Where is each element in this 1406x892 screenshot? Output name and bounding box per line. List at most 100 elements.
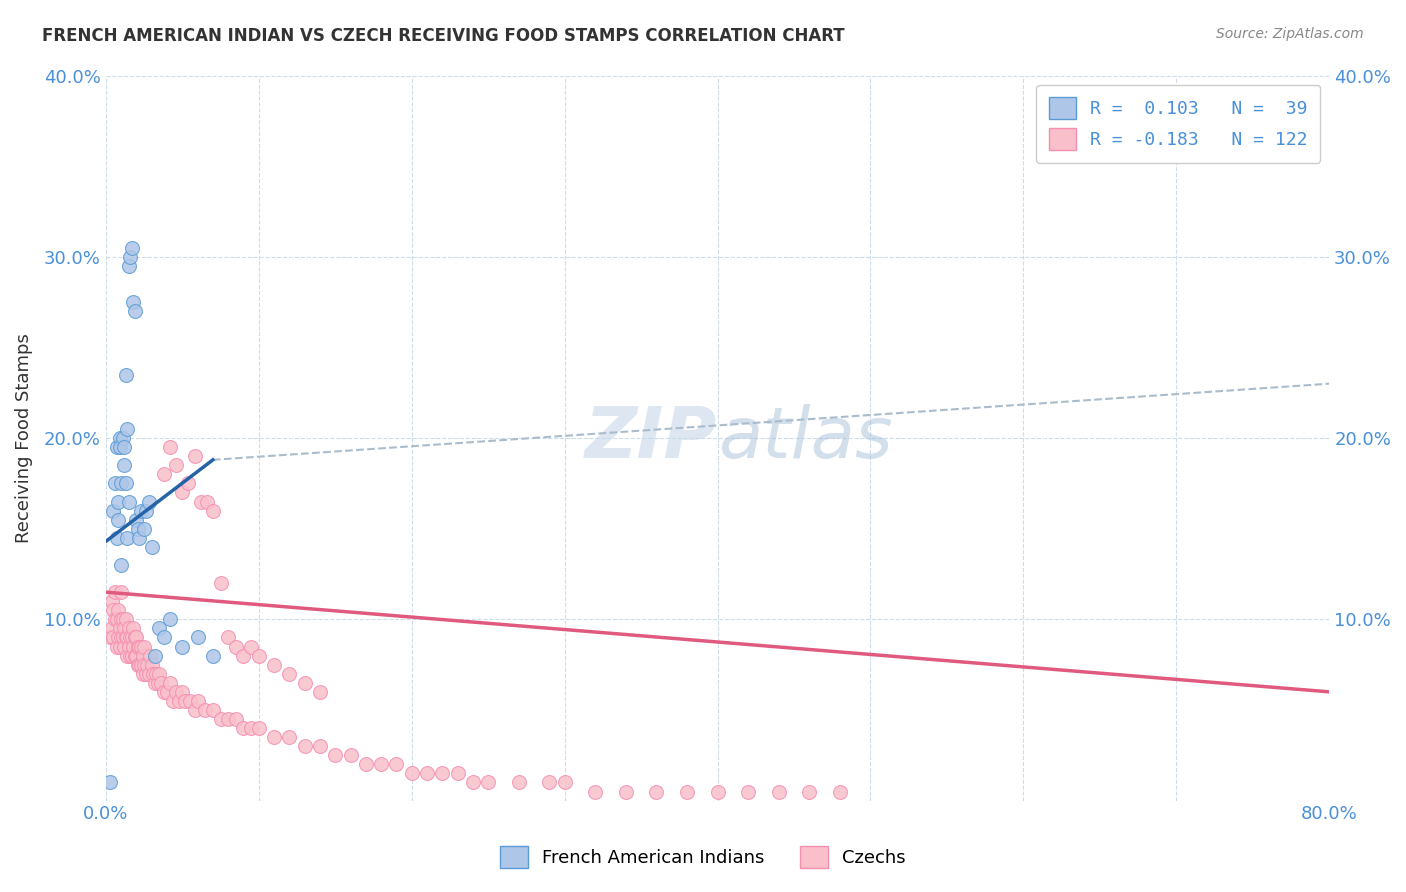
Point xyxy=(112,621,135,635)
Point xyxy=(247,721,270,735)
Point xyxy=(583,784,606,798)
Point xyxy=(124,631,146,645)
Point xyxy=(127,657,149,672)
Point xyxy=(195,494,218,508)
Point xyxy=(111,612,134,626)
Point xyxy=(114,612,136,626)
Point xyxy=(148,621,170,635)
Point xyxy=(165,458,187,473)
Point xyxy=(118,621,141,635)
Point xyxy=(118,640,141,654)
Point xyxy=(232,721,254,735)
Point xyxy=(201,648,224,663)
Point xyxy=(120,250,142,264)
Point xyxy=(112,640,135,654)
Point xyxy=(828,784,851,798)
Point xyxy=(148,666,170,681)
Point xyxy=(124,304,146,318)
Point xyxy=(183,449,205,463)
Point xyxy=(172,685,194,699)
Point xyxy=(187,694,209,708)
Point xyxy=(183,703,205,717)
Point xyxy=(138,666,160,681)
Point xyxy=(138,494,160,508)
Point xyxy=(294,675,316,690)
Point xyxy=(105,612,128,626)
Point xyxy=(278,666,301,681)
Point xyxy=(122,295,145,310)
Point xyxy=(194,703,217,717)
Point xyxy=(799,784,821,798)
Point xyxy=(131,648,153,663)
Point xyxy=(107,631,129,645)
Point xyxy=(110,585,132,599)
Point xyxy=(156,685,179,699)
Point xyxy=(554,775,576,789)
Point xyxy=(309,739,332,754)
Point xyxy=(645,784,668,798)
Point xyxy=(309,685,332,699)
Point xyxy=(125,513,148,527)
Point xyxy=(118,259,141,273)
Point xyxy=(101,621,124,635)
Point xyxy=(132,640,155,654)
Point xyxy=(416,766,439,780)
Point xyxy=(131,666,153,681)
Point xyxy=(706,784,728,798)
Point xyxy=(354,757,377,772)
Point xyxy=(112,440,135,454)
Point xyxy=(159,612,181,626)
Point xyxy=(114,631,136,645)
Point xyxy=(278,730,301,744)
Point xyxy=(136,657,159,672)
Point xyxy=(153,467,176,482)
Point xyxy=(114,476,136,491)
Point xyxy=(104,476,127,491)
Point xyxy=(145,666,167,681)
Point xyxy=(127,640,149,654)
Point xyxy=(294,739,316,754)
Point xyxy=(190,494,212,508)
Point xyxy=(159,440,181,454)
Point xyxy=(461,775,484,789)
Point xyxy=(162,694,184,708)
Point xyxy=(104,585,127,599)
Point xyxy=(104,612,127,626)
Point xyxy=(105,440,128,454)
Point xyxy=(477,775,499,789)
Point xyxy=(108,621,131,635)
Point xyxy=(124,648,146,663)
Point xyxy=(141,540,163,554)
Point xyxy=(172,485,194,500)
Point xyxy=(339,748,361,763)
Point xyxy=(107,513,129,527)
Point xyxy=(108,440,131,454)
Point xyxy=(737,784,759,798)
Point xyxy=(114,368,136,382)
Point xyxy=(263,730,285,744)
Point xyxy=(107,603,129,617)
Point xyxy=(217,712,239,726)
Point xyxy=(103,503,125,517)
Point xyxy=(117,648,139,663)
Point xyxy=(225,712,247,726)
Point xyxy=(263,657,285,672)
Point xyxy=(105,640,128,654)
Y-axis label: Receiving Food Stamps: Receiving Food Stamps xyxy=(15,333,32,543)
Point xyxy=(247,648,270,663)
Point xyxy=(614,784,637,798)
Point xyxy=(100,775,122,789)
Point xyxy=(432,766,454,780)
Point xyxy=(187,631,209,645)
Point xyxy=(167,694,190,708)
Point xyxy=(129,640,152,654)
Point xyxy=(142,666,165,681)
Point xyxy=(153,631,176,645)
Point xyxy=(165,685,187,699)
Point xyxy=(121,631,143,645)
Text: FRENCH AMERICAN INDIAN VS CZECH RECEIVING FOOD STAMPS CORRELATION CHART: FRENCH AMERICAN INDIAN VS CZECH RECEIVIN… xyxy=(42,27,845,45)
Point xyxy=(225,640,247,654)
Point xyxy=(135,503,157,517)
Point xyxy=(128,657,150,672)
Point xyxy=(149,675,172,690)
